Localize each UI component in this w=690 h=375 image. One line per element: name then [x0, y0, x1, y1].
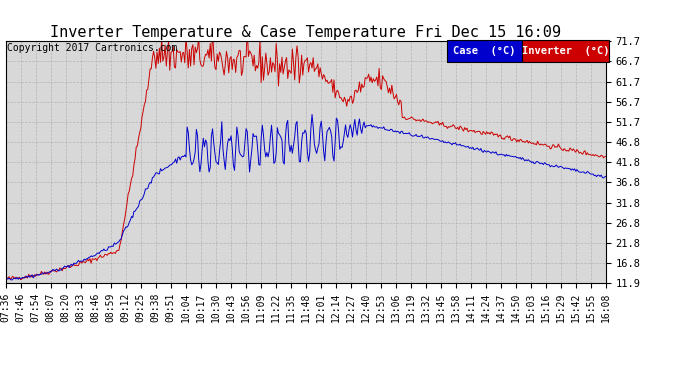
FancyBboxPatch shape — [446, 40, 522, 62]
FancyBboxPatch shape — [522, 40, 609, 62]
Title: Inverter Temperature & Case Temperature Fri Dec 15 16:09: Inverter Temperature & Case Temperature … — [50, 25, 561, 40]
Text: Copyright 2017 Cartronics.com: Copyright 2017 Cartronics.com — [7, 43, 177, 53]
Text: Case  (°C): Case (°C) — [453, 46, 515, 56]
Text: Inverter  (°C): Inverter (°C) — [522, 46, 609, 56]
